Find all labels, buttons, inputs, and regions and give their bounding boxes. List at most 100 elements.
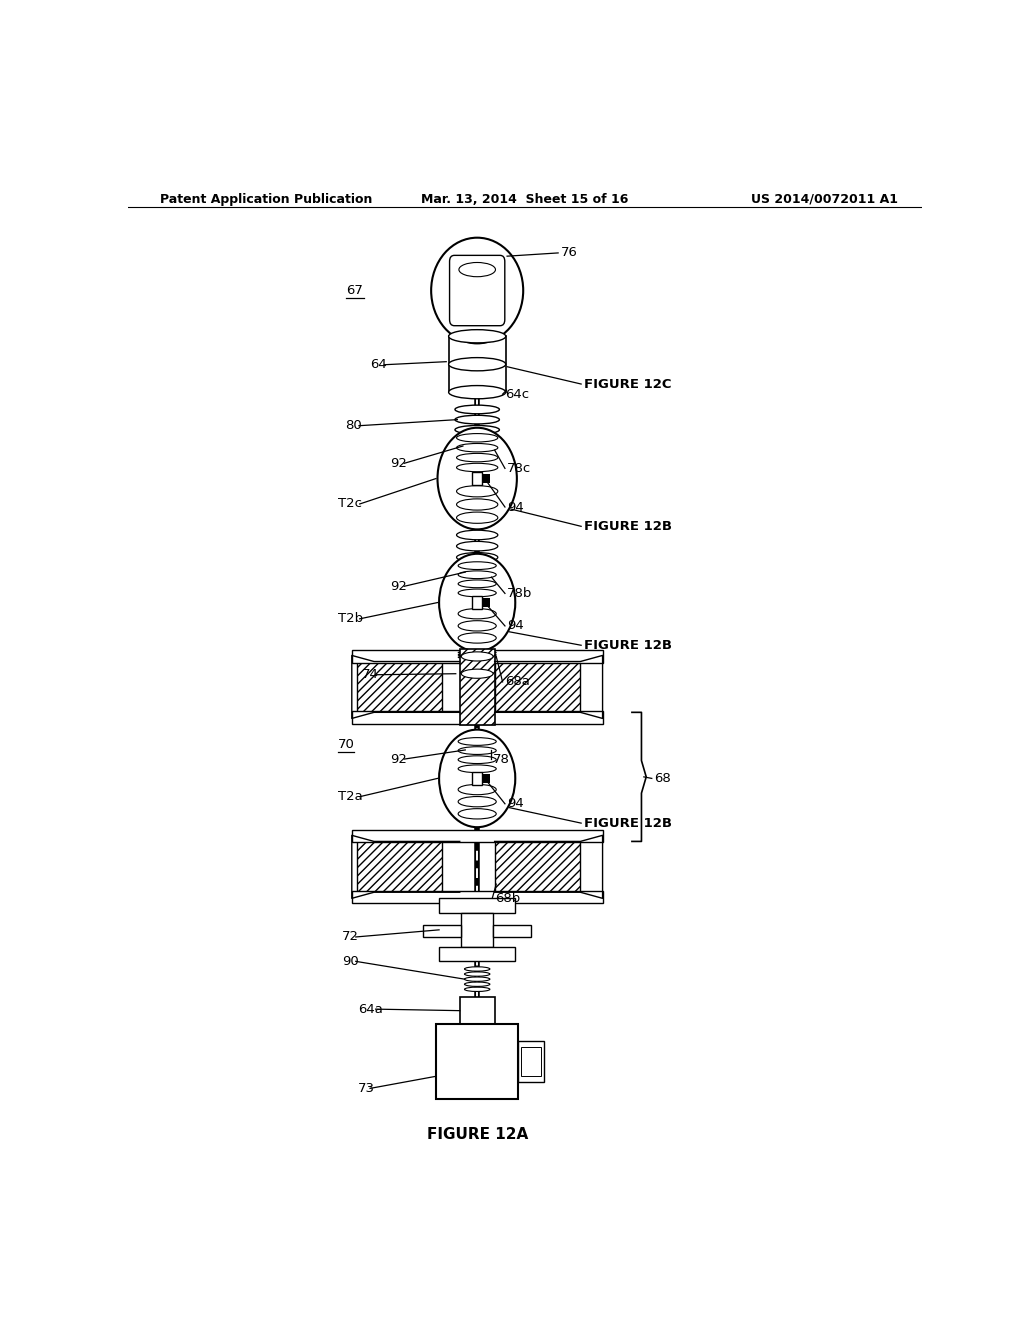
Ellipse shape <box>458 632 497 643</box>
Ellipse shape <box>458 656 497 659</box>
Ellipse shape <box>458 570 497 578</box>
Text: 64a: 64a <box>358 1003 383 1015</box>
Circle shape <box>439 730 515 828</box>
Bar <box>352 830 602 842</box>
Text: 92: 92 <box>390 579 407 593</box>
Text: 94: 94 <box>507 500 524 513</box>
Text: 67: 67 <box>346 284 364 297</box>
Ellipse shape <box>459 263 496 277</box>
Text: 64c: 64c <box>505 388 529 401</box>
Text: Patent Application Publication: Patent Application Publication <box>160 193 372 206</box>
Ellipse shape <box>455 405 500 413</box>
Ellipse shape <box>458 562 497 569</box>
Text: 78: 78 <box>494 752 510 766</box>
Ellipse shape <box>457 512 498 523</box>
Text: FIGURE 12C: FIGURE 12C <box>585 378 672 391</box>
Bar <box>436 1024 518 1098</box>
Text: 92: 92 <box>390 457 407 470</box>
Bar <box>449 337 506 392</box>
Text: Mar. 13, 2014  Sheet 15 of 16: Mar. 13, 2014 Sheet 15 of 16 <box>421 193 629 206</box>
Ellipse shape <box>458 796 497 807</box>
Ellipse shape <box>461 652 494 661</box>
Text: US 2014/0072011 A1: US 2014/0072011 A1 <box>751 193 898 206</box>
Text: FIGURE 12A: FIGURE 12A <box>427 1127 527 1142</box>
Ellipse shape <box>465 972 489 977</box>
Text: 78b: 78b <box>507 587 532 599</box>
Ellipse shape <box>457 463 498 471</box>
Text: 68b: 68b <box>495 892 520 904</box>
Ellipse shape <box>455 416 500 424</box>
Text: T2c: T2c <box>338 498 362 511</box>
Bar <box>482 775 489 783</box>
Text: 72: 72 <box>342 931 359 944</box>
Ellipse shape <box>461 669 494 678</box>
Ellipse shape <box>455 425 500 434</box>
Ellipse shape <box>458 609 497 619</box>
Ellipse shape <box>458 784 497 795</box>
Ellipse shape <box>457 486 498 496</box>
Bar <box>356 841 442 892</box>
Text: 64: 64 <box>370 358 387 371</box>
FancyBboxPatch shape <box>450 255 505 326</box>
Text: 70: 70 <box>338 738 355 751</box>
Bar <box>439 948 515 961</box>
Ellipse shape <box>458 652 497 653</box>
Ellipse shape <box>449 385 506 399</box>
Bar <box>482 598 489 607</box>
Text: 78c: 78c <box>507 462 531 475</box>
Ellipse shape <box>458 764 497 772</box>
Text: 80: 80 <box>345 420 361 432</box>
Bar <box>352 651 602 663</box>
Ellipse shape <box>457 553 498 562</box>
Ellipse shape <box>458 589 497 597</box>
Bar <box>461 912 494 948</box>
Bar <box>461 656 494 673</box>
Ellipse shape <box>465 982 489 986</box>
Text: 68: 68 <box>654 772 671 785</box>
Ellipse shape <box>458 747 497 755</box>
Ellipse shape <box>458 738 497 746</box>
Bar <box>423 925 461 937</box>
Bar <box>472 595 482 609</box>
Text: 90: 90 <box>342 954 359 968</box>
Text: T2b: T2b <box>338 612 364 626</box>
Ellipse shape <box>457 499 498 510</box>
Ellipse shape <box>449 358 506 371</box>
Bar <box>352 891 602 903</box>
Text: FIGURE 12B: FIGURE 12B <box>585 520 673 533</box>
Ellipse shape <box>457 531 498 540</box>
Text: FIGURE 12B: FIGURE 12B <box>585 817 673 830</box>
Ellipse shape <box>457 444 498 451</box>
Ellipse shape <box>458 579 497 587</box>
Circle shape <box>439 554 515 651</box>
Ellipse shape <box>465 987 489 991</box>
Circle shape <box>437 428 517 529</box>
Text: 73: 73 <box>358 1082 375 1094</box>
Bar <box>352 711 602 723</box>
Ellipse shape <box>458 756 497 763</box>
Bar <box>495 841 581 892</box>
Ellipse shape <box>449 330 506 343</box>
Text: 92: 92 <box>390 752 407 766</box>
Ellipse shape <box>431 238 523 343</box>
Bar <box>460 997 495 1024</box>
Bar <box>460 649 495 725</box>
Ellipse shape <box>465 977 489 981</box>
Text: 68a: 68a <box>505 676 529 688</box>
Bar <box>518 1041 544 1082</box>
Text: 94: 94 <box>507 619 524 632</box>
Ellipse shape <box>457 453 498 462</box>
Text: 94: 94 <box>507 797 524 810</box>
Bar <box>439 899 515 912</box>
Bar <box>494 925 531 937</box>
Bar <box>472 473 482 486</box>
Bar <box>482 474 489 483</box>
Ellipse shape <box>465 966 489 972</box>
Text: FIGURE 12B: FIGURE 12B <box>585 639 673 652</box>
Ellipse shape <box>458 620 497 631</box>
Text: 76: 76 <box>560 247 578 260</box>
Ellipse shape <box>457 541 498 550</box>
Text: 74: 74 <box>362 668 379 681</box>
Ellipse shape <box>458 653 497 656</box>
Text: T2a: T2a <box>338 791 364 803</box>
